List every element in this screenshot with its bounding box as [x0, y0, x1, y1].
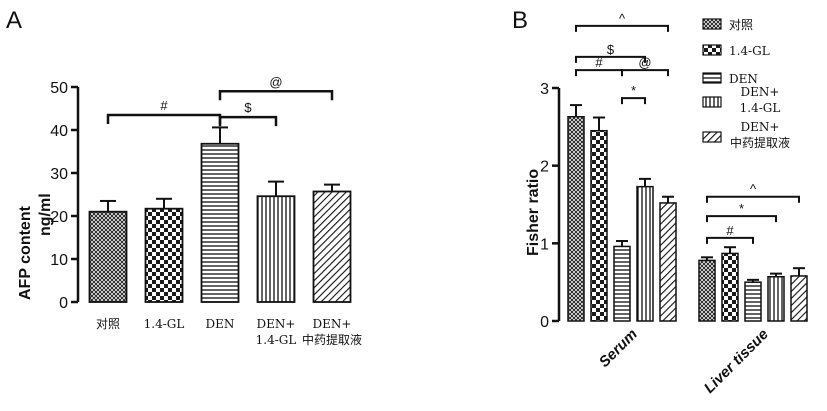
panel-b-bar [637, 187, 653, 321]
panel-b-significance-label: @ [638, 55, 651, 70]
panel-a-y-tick-label: 40 [50, 123, 68, 140]
panel-b-y-tick-label: 3 [540, 81, 549, 98]
panel-b-bar [768, 277, 784, 321]
legend-swatch [703, 45, 721, 55]
panel-b-significance-bracket [576, 70, 622, 76]
legend-label: DEN [729, 72, 758, 86]
panel-a-letter: A [6, 7, 22, 34]
panel-a-category-label: 对照 [96, 317, 120, 331]
panel-a-y-tick-label: 0 [59, 295, 68, 312]
legend-swatch [703, 132, 721, 142]
panel-b-bar [791, 276, 807, 321]
panel-a-bar [258, 196, 295, 302]
panel-b-legend: 对照1.4-GLDENDEN+1.4-GLDEN+中药提取液 [703, 18, 790, 150]
panel-b-bar [568, 117, 584, 321]
panel-b-significance-label: # [595, 55, 603, 70]
panel-b-significance-label: ^ [619, 11, 626, 26]
panel-b-significance-bracket [707, 238, 753, 244]
panel-a-significance-bracket [220, 91, 332, 100]
panel-a-category-label-line2: 1.4-GL [256, 333, 297, 347]
panel-a-significance-label: # [160, 98, 168, 113]
legend-label: 1.4-GL [729, 44, 770, 58]
panel-a-bar [314, 191, 351, 302]
panel-a-y-tick-label: 10 [50, 252, 68, 269]
panel-a-y-axis-label: AFP content [17, 205, 34, 300]
panel-b-significance-bracket [576, 57, 645, 63]
legend-label: DEN+ [741, 120, 780, 134]
panel-a-category-label: DEN+ [313, 317, 352, 331]
legend-label-line2: 中药提取液 [730, 135, 790, 150]
legend-swatch [703, 73, 721, 83]
legend-label: 对照 [729, 18, 753, 32]
panel-a-significance-label: @ [269, 74, 282, 89]
panel-b-significance-label: * [739, 201, 744, 216]
panel-b-chart: 0123SerumLiver tissue^$#@*^*# [540, 11, 807, 397]
panel-b-significance-bracket [576, 26, 668, 32]
legend-swatch [703, 19, 721, 29]
panel-b-y-tick-label: 0 [540, 314, 549, 331]
panel-b-significance-label: $ [607, 42, 615, 57]
panel-a-bar [202, 144, 239, 302]
panel-b-bar [660, 203, 676, 321]
legend-swatch [703, 97, 721, 107]
panel-b-bar [614, 246, 630, 321]
panel-a-significance-bracket [108, 115, 220, 124]
panel-a-category-label: DEN [206, 317, 235, 331]
panel-b-letter: B [512, 7, 528, 34]
panel-b-bar [699, 260, 715, 321]
panel-b-y-tick-label: 2 [540, 159, 549, 176]
panel-a-category-label-line2: 中药提取液 [302, 332, 362, 347]
panel-a-y-tick-label: 30 [50, 166, 68, 183]
panel-b-bar [722, 253, 738, 321]
panel-b-significance-label: ^ [750, 182, 757, 197]
panel-a-significance-bracket [220, 117, 276, 126]
panel-b-y-tick-label: 1 [540, 236, 549, 253]
legend-label: DEN+ [741, 85, 780, 99]
panel-a-category-label: 1.4-GL [144, 317, 185, 331]
panel-b-significance-label: * [631, 83, 636, 98]
panel-a-bar [146, 209, 183, 302]
panel-b-significance-label: # [726, 223, 734, 238]
panel-a-category-label: DEN+ [257, 317, 296, 331]
panel-a-y-tick-label: 20 [50, 209, 68, 226]
panel-a-significance-label: $ [244, 100, 252, 115]
panel-a-bar [90, 212, 127, 302]
panel-b-significance-bracket [622, 98, 645, 104]
panel-b-significance-bracket [707, 216, 776, 222]
panel-b-group-label: Liver tissue [701, 326, 772, 397]
panel-a-y-tick-label: 50 [50, 80, 68, 97]
panel-b-bar [745, 282, 761, 321]
panel-b-significance-bracket [622, 70, 668, 76]
panel-b-significance-bracket [707, 197, 799, 203]
panel-b-bar [591, 131, 607, 321]
panel-b-group-label: Serum [596, 326, 641, 371]
panel-a-chart: 01020304050对照1.4-GLDENDEN+1.4-GLDEN+中药提取… [50, 74, 362, 347]
legend-label-line2: 1.4-GL [740, 101, 781, 115]
